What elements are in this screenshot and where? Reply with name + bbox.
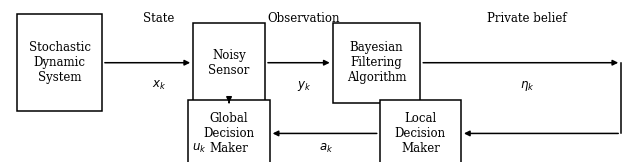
Text: State: State <box>143 12 175 25</box>
Text: Noisy
Sensor: Noisy Sensor <box>209 49 250 77</box>
Text: Bayesian
Filtering
Algorithm: Bayesian Filtering Algorithm <box>347 41 406 84</box>
Text: Global
Decision
Maker: Global Decision Maker <box>204 112 255 155</box>
Text: $u_k$: $u_k$ <box>193 142 207 155</box>
Text: Private belief: Private belief <box>487 12 567 25</box>
Bar <box>17 14 102 111</box>
Text: $x_k$: $x_k$ <box>152 79 166 92</box>
Bar <box>333 22 420 103</box>
Text: $y_k$: $y_k$ <box>296 79 311 93</box>
Text: Observation: Observation <box>268 12 340 25</box>
Text: Stochastic
Dynamic
System: Stochastic Dynamic System <box>29 41 91 84</box>
Text: $\eta_k$: $\eta_k$ <box>520 79 534 93</box>
Text: $a_k$: $a_k$ <box>319 142 333 155</box>
Bar <box>380 100 461 164</box>
Bar <box>193 22 265 103</box>
Text: Local
Decision
Maker: Local Decision Maker <box>395 112 446 155</box>
Bar <box>188 100 270 164</box>
